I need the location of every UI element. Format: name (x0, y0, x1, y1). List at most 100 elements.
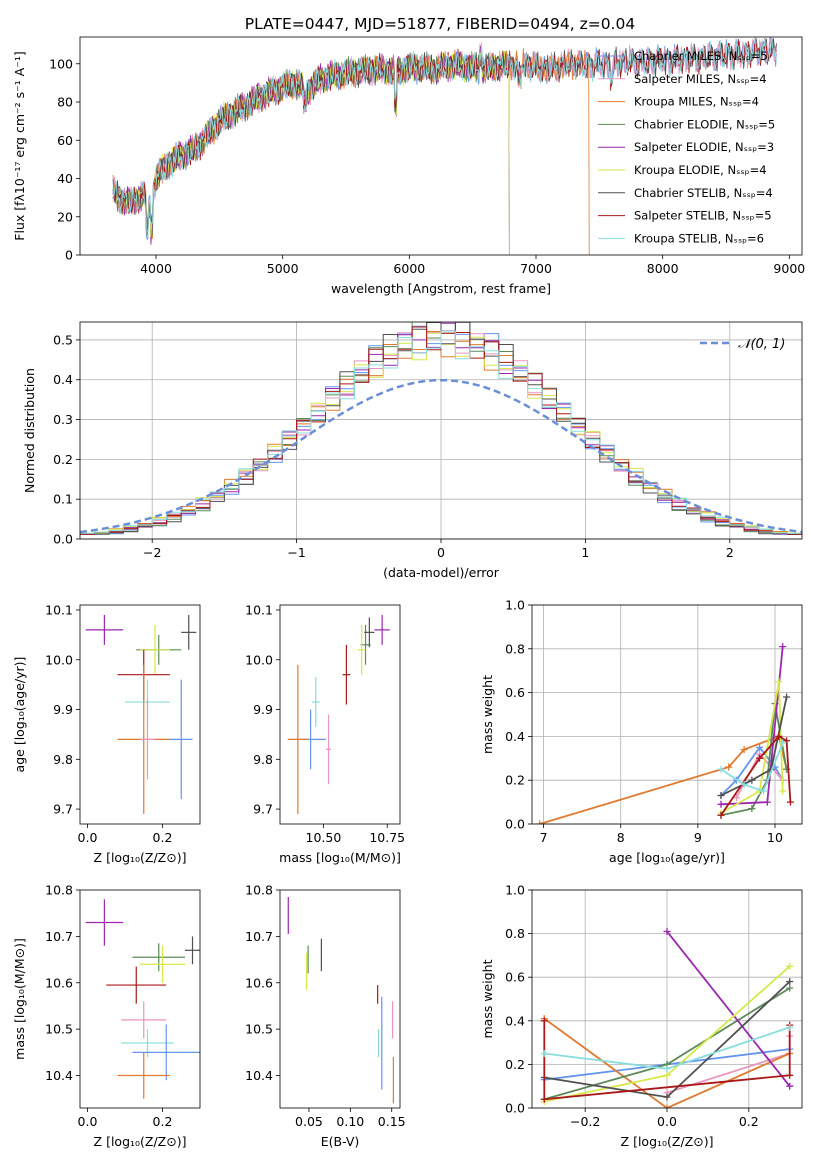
mass-weight-marker (786, 1023, 794, 1031)
y-tick-label: 10.4 (45, 1068, 73, 1083)
mass-weight-marker (759, 787, 767, 795)
data-point (325, 714, 332, 785)
age-vs-metallicity-axes: 0.0 0.2 9.7 9.8 9.9 10.0 10.1 Z [log₁₀(Z/Z⊙)] ag… (12, 602, 201, 865)
data-point (132, 943, 185, 972)
x-axis-label: (data-model)/error (383, 565, 500, 580)
data-point (117, 1052, 170, 1099)
x-tick-label: 0.0 (78, 1114, 98, 1129)
legend-entry: Kroupa ELODIE, Nₛₛₚ=4 (634, 163, 767, 177)
legend-entry: Chabrier STELIB, Nₛₛₚ=4 (634, 186, 773, 200)
y-tick-label: 20 (57, 209, 73, 224)
residuals-axes: 𝒩(0, 1) −2 −1 0 1 2 0.0 0.1 0.2 0.3 0.4 0.5 (data-mo… (22, 321, 803, 580)
mass-weight-marker (756, 743, 764, 751)
spectrum-legend: Chabrier MILES, Nₛₛₚ=5 Salpeter MILES, Nₛ… (598, 49, 775, 245)
x-tick-label: 10.75 (369, 830, 405, 845)
age-vs-metallicity-frame (79, 604, 201, 825)
x-tick-label: 8000 (647, 261, 679, 276)
x-tick-label: 10.50 (306, 830, 342, 845)
mass-weight-marker (779, 643, 787, 651)
y-axis-label: Flux [fλ10⁻¹⁷ erg cm⁻² s⁻¹ A⁻¹] (12, 51, 27, 240)
y-tick-label: 9.8 (253, 752, 273, 767)
mass-weight-marker (663, 1065, 671, 1073)
y-axis-label: Normed distribution (22, 368, 37, 493)
data-point (140, 945, 185, 983)
x-axis-label: E(B-V) (321, 1134, 360, 1149)
data-point (85, 614, 124, 645)
y-tick-label: 0.4 (505, 729, 525, 744)
data-point (170, 679, 193, 800)
y-tick-label: 0.4 (505, 1013, 525, 1028)
x-axis-label: mass [log₁₀(M/M⊙)] (279, 850, 401, 865)
x-tick-label: 5000 (267, 261, 299, 276)
mass-vs-ebv-axes: 0.05 0.10 0.15 10.4 10.5 10.6 10.7 10.8 E(B-V) (245, 883, 405, 1150)
legend-entry: Kroupa STELIB, Nₛₛₚ=6 (634, 231, 764, 245)
age-vs-mass-frame (279, 604, 401, 825)
x-tick-label: −2 (143, 545, 161, 560)
mass-weight-marker (786, 1082, 794, 1090)
x-tick-label: 0 (437, 545, 445, 560)
mass-weight-marker (740, 781, 748, 789)
mass-weight-marker (748, 776, 756, 784)
mass-weight-marker (663, 1093, 671, 1101)
y-tick-label: 60 (57, 133, 73, 148)
y-tick-label: 0.1 (53, 492, 73, 507)
y-tick-label: 0.0 (505, 1101, 525, 1116)
spectrum-axes: Chabrier MILES, Nₛₛₚ=5 Salpeter MILES, Nₛ… (12, 36, 805, 296)
data-point (342, 644, 351, 705)
x-axis-label: Z [log₁₀(Z/Z⊙)] (621, 1134, 714, 1149)
mass-weight-vs-metallicity-plot-area (540, 927, 794, 1108)
y-tick-label: 0 (65, 248, 73, 263)
mass-vs-metallicity-plot-area (85, 899, 200, 1099)
data-point (185, 936, 200, 965)
mass-weight-line (543, 1017, 791, 1108)
data-point (140, 699, 155, 780)
x-axis-label: wavelength [Angstrom, rest frame] (331, 281, 551, 296)
spectrum-plot-area (112, 37, 777, 255)
y-tick-label: 80 (57, 95, 73, 110)
mass-weight-marker (748, 805, 756, 813)
legend-entry: Chabrier ELODIE, Nₛₛₚ=5 (634, 117, 775, 131)
mass-weight-marker (786, 1071, 794, 1079)
mass-weight-marker (540, 1050, 548, 1057)
data-point (106, 966, 167, 1004)
y-tick-label: 0.8 (505, 641, 525, 656)
mass-weight-marker (783, 737, 791, 745)
y-tick-label: 9.9 (253, 702, 273, 717)
x-tick-label: 4000 (140, 261, 172, 276)
age-vs-metallicity-plot-area (85, 614, 197, 815)
x-axis-label: Z [log₁₀(Z/Z⊙)] (94, 1134, 187, 1149)
y-tick-label: 10.1 (45, 602, 73, 617)
x-tick-label: 8 (617, 830, 625, 845)
x-tick-label: 9 (694, 830, 702, 845)
data-point (121, 1001, 167, 1039)
y-tick-label: 9.9 (53, 702, 73, 717)
spectrum-frame (79, 36, 803, 256)
x-tick-label: 0.2 (153, 830, 173, 845)
y-tick-label: 10.8 (45, 883, 73, 898)
mass-vs-ebv-frame (279, 889, 401, 1109)
legend-entry: Salpeter MILES, Nₛₛₚ=4 (634, 72, 767, 86)
y-tick-label: 0.6 (505, 970, 525, 985)
y-tick-label: 1.0 (505, 598, 525, 613)
mass-weight-vs-age-axes: 7 8 9 10 0.0 0.2 0.4 0.6 0.8 1.0 age [log₁₀(age/yr… (480, 598, 803, 865)
mass-weight-marker (540, 1095, 548, 1103)
mass-weight-marker (540, 1017, 548, 1025)
mass-weight-marker (663, 1104, 671, 1108)
mass-weight-marker (786, 798, 794, 806)
y-tick-label: 10.1 (245, 602, 273, 617)
data-point (85, 899, 124, 946)
mass-weight-line (543, 1020, 791, 1101)
y-tick-label: 0.2 (505, 1057, 525, 1072)
x-tick-label: 0.0 (657, 1114, 677, 1129)
mass-weight-marker (717, 765, 725, 773)
legend-entry: 𝒩(0, 1) (738, 337, 785, 352)
mass-weight-marker (779, 787, 787, 795)
mass-weight-marker (775, 732, 783, 740)
x-tick-label: 7000 (520, 261, 552, 276)
x-tick-label: −0.2 (570, 1114, 600, 1129)
y-tick-label: 0.2 (505, 773, 525, 788)
y-axis-label: mass weight (480, 675, 495, 754)
y-tick-label: 0.5 (53, 332, 73, 347)
mass-weight-marker (779, 739, 787, 747)
y-tick-label: 10.7 (245, 929, 273, 944)
